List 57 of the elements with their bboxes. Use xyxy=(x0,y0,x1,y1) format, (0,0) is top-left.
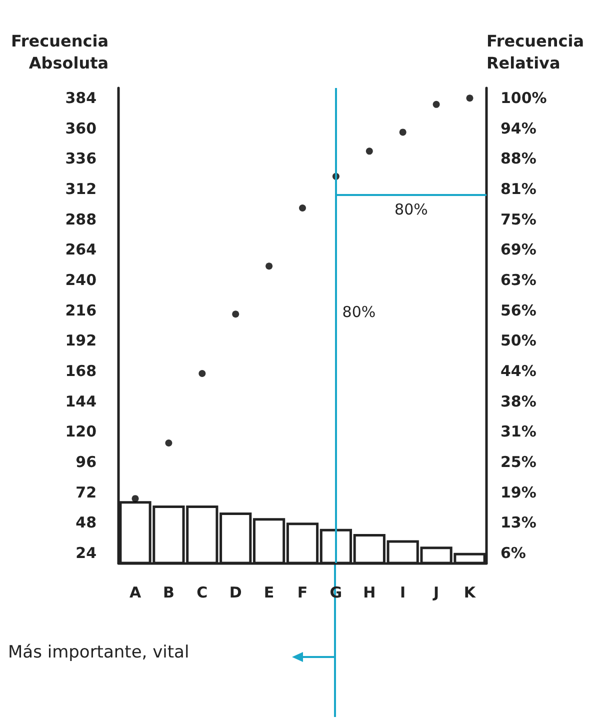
y2-tick-label: 94% xyxy=(500,119,536,138)
y-tick-label: 384 xyxy=(65,89,97,108)
y2-tick-label: 38% xyxy=(500,392,536,410)
y-tick-label: 48 xyxy=(76,514,97,532)
x-tick-label: H xyxy=(363,584,376,602)
y2-tick-label: 75% xyxy=(500,210,536,228)
point xyxy=(232,310,240,318)
y2-tick-label: 56% xyxy=(500,301,536,320)
y2-tick-label: 88% xyxy=(500,150,536,168)
y-tick-label: 96 xyxy=(76,452,97,471)
x-tick-label: A xyxy=(129,584,142,602)
y2-tick-label: 100% xyxy=(500,89,547,108)
point xyxy=(266,262,273,270)
y-tick-label: 24 xyxy=(76,544,97,562)
ref-line-label: 80% xyxy=(394,200,428,219)
x-tick-label: F xyxy=(297,584,308,602)
y-tick-label: 192 xyxy=(65,332,97,350)
y2-tick-label: 6% xyxy=(500,544,526,562)
y2-tick-label: 69% xyxy=(500,240,536,259)
point xyxy=(299,204,306,212)
y2-tick-label: 81% xyxy=(500,180,536,198)
x-tick-label: C xyxy=(196,584,208,602)
x-tick-label: E xyxy=(264,584,274,602)
x-tick-label: I xyxy=(400,584,406,602)
x-tick-label: B xyxy=(162,584,174,602)
y-tick-label: 72 xyxy=(76,483,97,502)
y-tick-label: 288 xyxy=(65,210,97,228)
point xyxy=(399,128,406,136)
y2-tick-label: 25% xyxy=(500,452,536,471)
y-tick-label: 264 xyxy=(65,240,97,259)
y-tick-label: 120 xyxy=(65,422,97,441)
y-tick-label: 144 xyxy=(65,392,97,410)
ref-line-label: 80% xyxy=(342,303,376,321)
point xyxy=(466,94,474,102)
y-tick-label: 360 xyxy=(65,119,97,138)
y2-tick-label: 44% xyxy=(500,362,536,380)
point xyxy=(198,370,206,378)
y-axis-title: Frecuencia Absoluta xyxy=(11,32,109,72)
y-tick-label: 312 xyxy=(65,180,97,198)
y-tick-label: 240 xyxy=(65,271,97,290)
point xyxy=(432,100,440,108)
x-tick-label: D xyxy=(229,584,242,602)
point xyxy=(165,439,172,446)
y2-tick-label: 50% xyxy=(500,332,536,350)
y-tick-label: 168 xyxy=(65,362,97,380)
y2-tick-label: 19% xyxy=(500,483,536,502)
x-tick-label: K xyxy=(464,584,477,602)
point xyxy=(366,148,373,155)
x-tick-label: J xyxy=(432,584,440,602)
point xyxy=(132,495,139,502)
y-tick-label: 216 xyxy=(65,301,97,320)
y2-axis-title: Frecuencia Relativa xyxy=(486,32,584,72)
y-tick-label: 336 xyxy=(65,150,97,168)
y2-tick-label: 31% xyxy=(500,422,536,441)
y2-tick-label: 63% xyxy=(500,271,536,290)
text: Más importante, vital xyxy=(8,642,190,662)
y2-tick-label: 13% xyxy=(500,514,536,532)
